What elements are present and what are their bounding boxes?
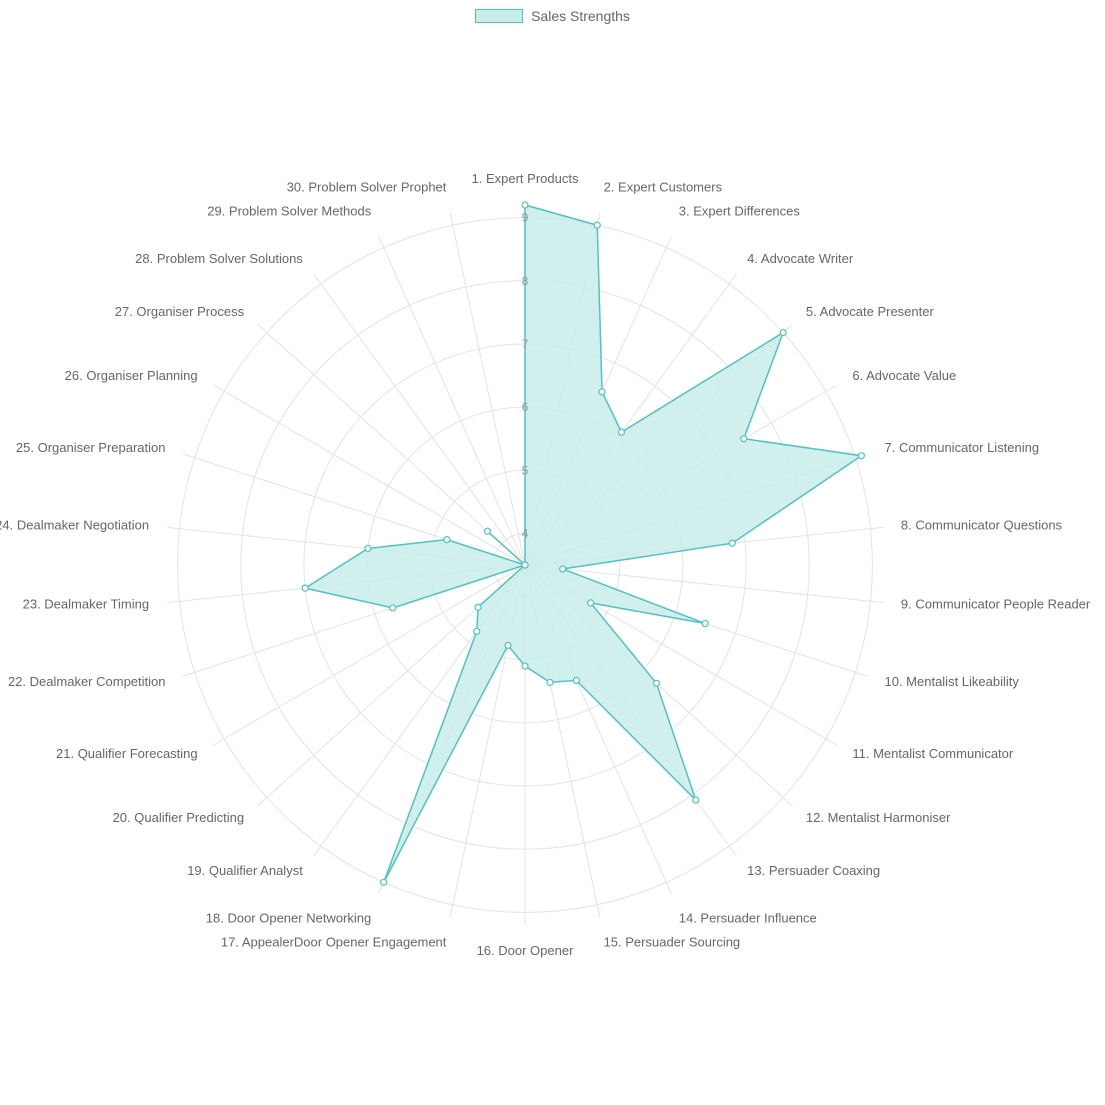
series-marker: [484, 528, 490, 534]
category-label: 25. Organiser Preparation: [16, 440, 166, 455]
category-label: 10. Mentalist Likeability: [884, 674, 1019, 689]
category-label: 23. Dealmaker Timing: [23, 597, 149, 612]
category-label: 3. Expert Differences: [679, 204, 801, 219]
radar-chart: 4 5 6 7 8 9 1. Expert Products 2. Expert Custom…: [0, 0, 1105, 1105]
series-marker: [381, 879, 387, 885]
tick-label: 7: [522, 337, 529, 351]
category-label: 4. Advocate Writer: [747, 251, 854, 266]
category-label: 2. Expert Customers: [604, 179, 723, 194]
category-label: 17. AppealerDoor Opener Engagement: [221, 935, 447, 950]
series-marker: [780, 330, 786, 336]
category-label: 12. Mentalist Harmoniser: [806, 810, 951, 825]
series-marker: [475, 604, 481, 610]
series-marker: [474, 628, 480, 634]
category-label: 9. Communicator People Reader: [901, 597, 1091, 612]
series-marker: [858, 453, 864, 459]
series-marker: [573, 677, 579, 683]
category-label: 18. Door Opener Networking: [206, 910, 371, 925]
category-label: 22. Dealmaker Competition: [8, 674, 166, 689]
grid-spoke: [450, 213, 525, 565]
category-label: 11. Mentalist Communicator: [852, 746, 1014, 761]
series-marker: [741, 436, 747, 442]
category-label: 6. Advocate Value: [852, 368, 956, 383]
series-marker: [444, 537, 450, 543]
category-label: 21. Qualifier Forecasting: [56, 746, 198, 761]
grid-spoke: [313, 274, 525, 565]
series-marker: [588, 600, 594, 606]
category-label: 8. Communicator Questions: [901, 517, 1063, 532]
legend-swatch: [475, 9, 523, 23]
series-marker: [390, 605, 396, 611]
category-label: 1. Expert Products: [472, 171, 579, 186]
category-label: 16. Door Opener: [477, 943, 575, 958]
legend-item: Sales Strengths: [475, 8, 630, 24]
tick-label: 9: [522, 211, 529, 225]
series-marker: [547, 679, 553, 685]
series-marker: [594, 222, 600, 228]
series-marker: [599, 389, 605, 395]
category-label: 5. Advocate Presenter: [806, 304, 935, 319]
tick-label: 4: [522, 526, 529, 540]
grid-spoke: [379, 236, 525, 565]
series-marker: [693, 797, 699, 803]
series-marker: [619, 429, 625, 435]
category-label: 27. Organiser Process: [115, 304, 245, 319]
category-label: 29. Problem Solver Methods: [207, 204, 372, 219]
chart-legend: Sales Strengths: [0, 8, 1105, 28]
tick-label: 8: [522, 274, 529, 288]
series-marker: [522, 663, 528, 669]
series-area: [305, 205, 861, 882]
series-marker: [522, 202, 528, 208]
series-marker: [302, 585, 308, 591]
category-label: 19. Qualifier Analyst: [187, 863, 303, 878]
series-marker: [729, 540, 735, 546]
series-marker: [702, 621, 708, 627]
category-label: 20. Qualifier Predicting: [113, 810, 245, 825]
category-label: 28. Problem Solver Solutions: [135, 251, 303, 266]
series-marker: [365, 545, 371, 551]
category-label: 26. Organiser Planning: [65, 368, 198, 383]
legend-label: Sales Strengths: [531, 8, 630, 24]
series-marker: [522, 562, 528, 568]
tick-label: 6: [522, 400, 529, 414]
series-marker: [653, 680, 659, 686]
series-marker: [505, 642, 511, 648]
category-label: 30. Problem Solver Prophet: [287, 179, 447, 194]
category-label: 15. Persuader Sourcing: [604, 935, 741, 950]
category-label: 14. Persuader Influence: [679, 910, 817, 925]
category-label: 24. Dealmaker Negotiation: [0, 517, 149, 532]
series-marker: [560, 566, 566, 572]
category-label: 13. Persuader Coaxing: [747, 863, 880, 878]
tick-label: 5: [522, 463, 529, 477]
category-label: 7. Communicator Listening: [884, 440, 1039, 455]
